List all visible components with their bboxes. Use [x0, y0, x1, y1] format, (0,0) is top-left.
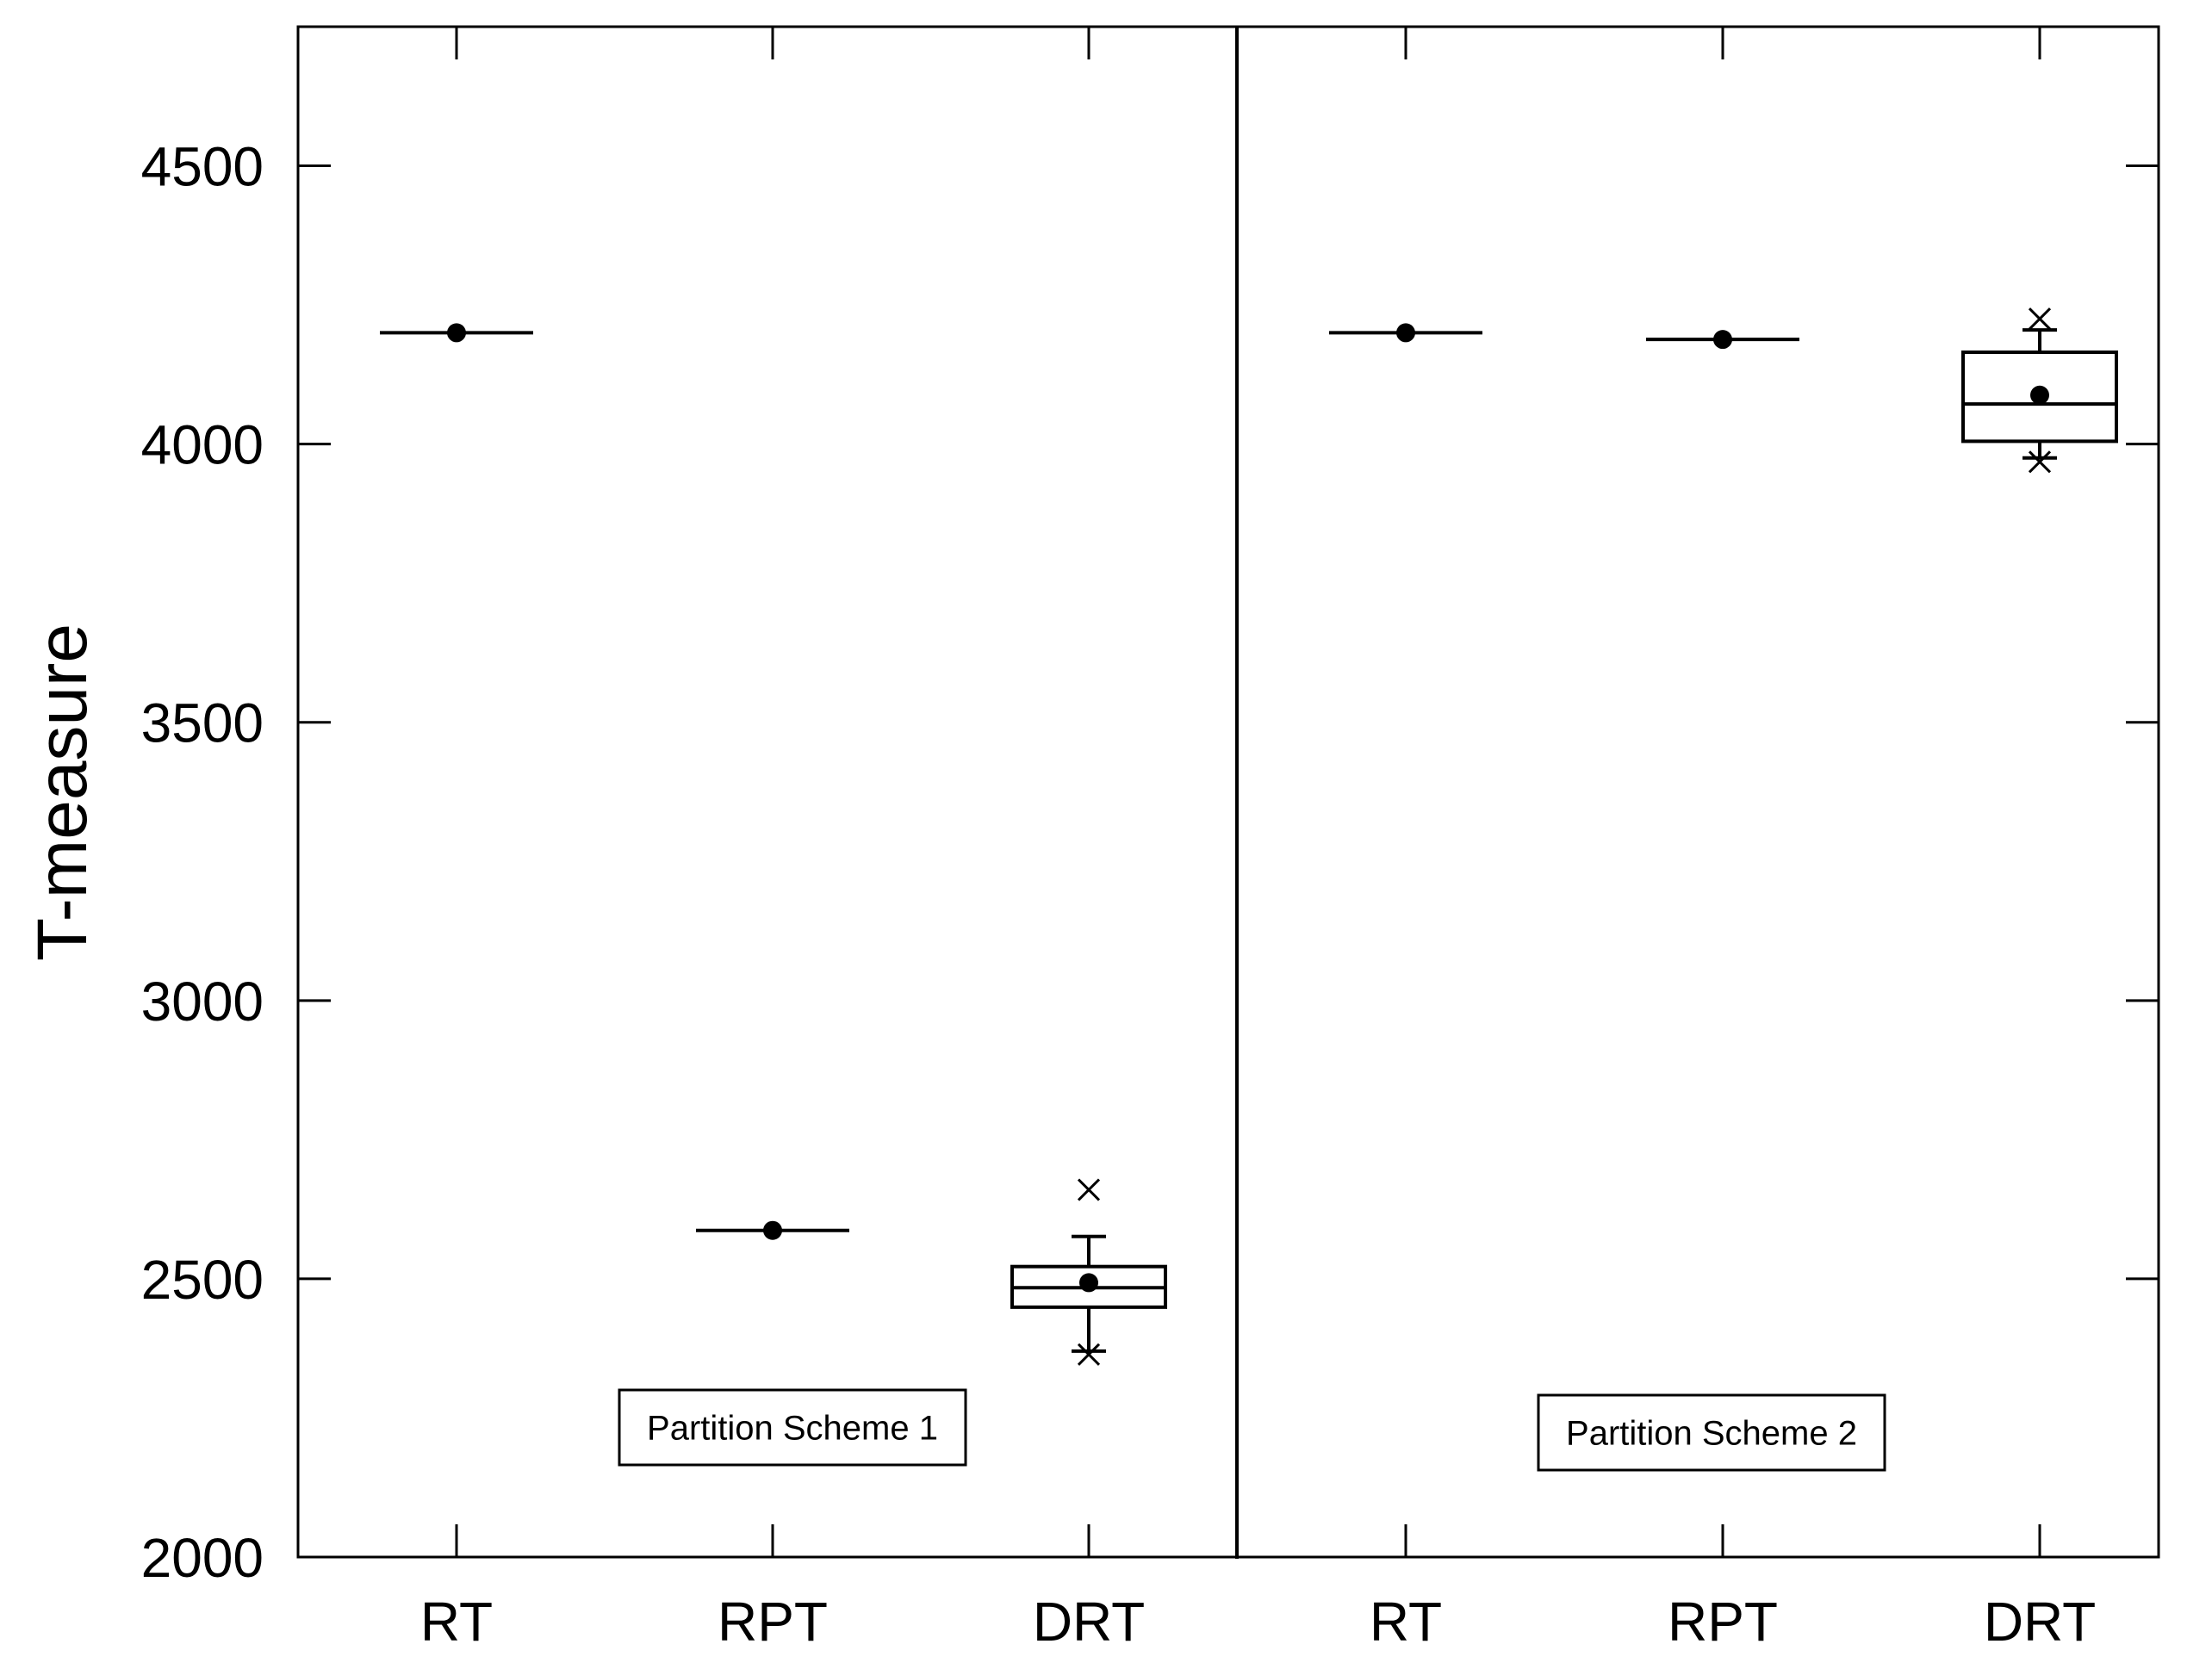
box-drt-scheme-1 — [1010, 1178, 1167, 1366]
box-rpt-scheme-1 — [696, 1220, 849, 1240]
y-tick-label: 4000 — [141, 414, 264, 476]
x-tick-label: RPT — [1668, 1591, 1778, 1653]
plot-frame — [296, 25, 2160, 1559]
annotation-label: Partition Scheme 1 — [647, 1410, 938, 1448]
x-tick-label: DRT — [1984, 1591, 2096, 1653]
x-tick-labels: RT RPT DRT RT RPT DRT — [420, 1591, 2096, 1653]
y-tick-label: 2500 — [141, 1249, 264, 1311]
x-tick-label: RT — [420, 1591, 493, 1653]
outlier-stroke — [1077, 1178, 1101, 1201]
outlier-stroke — [1077, 1343, 1101, 1366]
box-rt-scheme-1 — [380, 323, 533, 343]
mean-marker — [1713, 330, 1732, 350]
outlier-marker — [1077, 1343, 1101, 1366]
box-rt-scheme-2 — [1329, 323, 1482, 343]
x-tick-label: DRT — [1033, 1591, 1145, 1653]
mean-marker — [1079, 1273, 1098, 1293]
annotation-scheme-2: Partition Scheme 2 — [1537, 1393, 1886, 1472]
annotation-box — [1537, 1393, 1886, 1472]
panel-annotations: Partition Scheme 1 Partition Scheme 2 — [618, 1388, 1886, 1472]
y-tick-label: 4500 — [141, 136, 264, 198]
box-rpt-scheme-2 — [1646, 330, 1799, 350]
y-axis-title: T-measure — [23, 624, 102, 961]
outlier-stroke — [2028, 307, 2052, 331]
mean-marker — [2030, 385, 2049, 405]
annotation-label: Partition Scheme 2 — [1566, 1415, 1857, 1453]
annotation-box — [618, 1388, 967, 1467]
tick-marks — [298, 27, 2159, 1559]
y-tick-label: 3000 — [141, 971, 264, 1033]
mean-marker — [1396, 323, 1415, 343]
y-tick-label: 2000 — [141, 1527, 264, 1589]
outlier-marker — [2028, 307, 2052, 331]
annotation-scheme-1: Partition Scheme 1 — [618, 1388, 967, 1467]
box-drt-scheme-2 — [1961, 307, 2118, 474]
outlier-marker — [2028, 450, 2052, 474]
mean-marker — [447, 323, 466, 343]
outlier-stroke — [2028, 450, 2052, 474]
boxes — [380, 307, 2118, 1366]
outlier-marker — [1077, 1178, 1101, 1201]
y-tick-labels: 2000 2500 3000 3500 4000 4500 — [141, 136, 264, 1589]
mean-marker — [763, 1220, 782, 1240]
y-tick-label: 3500 — [141, 692, 264, 754]
x-tick-label: RT — [1370, 1591, 1442, 1653]
x-tick-label: RPT — [718, 1591, 828, 1653]
